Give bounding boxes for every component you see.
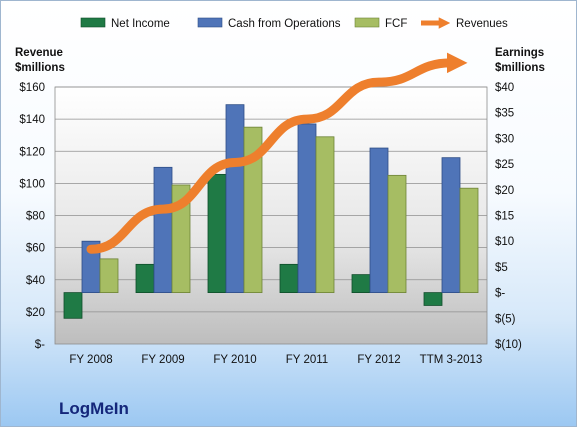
bar-fcf-fy-2012: [388, 175, 406, 292]
right-tick-label: $20: [495, 185, 514, 197]
x-tick-label-fy-2010: FY 2010: [213, 354, 256, 366]
left-tick-label: $160: [19, 82, 45, 94]
legend-swatch-fcf: [355, 18, 379, 27]
legend-label-fcf: FCF: [385, 18, 407, 30]
right-axis-title-line2: $millions: [495, 62, 545, 74]
bar-net-income-fy-2011: [280, 264, 298, 292]
bar-net-income-ttm-3-2013: [424, 293, 442, 306]
bar-cash-from-operations-fy-2011: [298, 124, 316, 293]
x-tick-label-fy-2008: FY 2008: [69, 354, 112, 366]
right-tick-label: $10: [495, 236, 514, 248]
company-name: LogMeIn: [59, 399, 129, 418]
right-tick-label: $(5): [495, 313, 516, 325]
legend-swatch-net-income: [81, 18, 105, 27]
right-axis-ticks: $(10) $(5) $- $5 $10 $15 $20 $25 $30 $35 $40: [495, 82, 522, 351]
left-tick-label: $100: [19, 178, 45, 190]
right-axis-title-line1: Earnings: [495, 47, 544, 59]
legend-label-net-income: Net Income: [111, 18, 170, 30]
bar-net-income-fy-2009: [136, 264, 154, 292]
bar-cash-from-operations-fy-2010: [226, 105, 244, 293]
x-tick-label-fy-2011: FY 2011: [286, 354, 328, 366]
right-tick-label: $30: [495, 133, 514, 145]
left-tick-label: $80: [26, 211, 45, 223]
bar-net-income-fy-2012: [352, 275, 370, 293]
right-tick-label: $25: [495, 159, 514, 171]
bar-cash-from-operations-ttm-3-2013: [442, 158, 460, 293]
right-tick-label: $15: [495, 211, 514, 223]
x-tick-label-fy-2009: FY 2009: [141, 354, 184, 366]
left-tick-label: $140: [19, 114, 45, 126]
left-axis-title-line1: Revenue: [15, 47, 63, 59]
bar-fcf-fy-2011: [316, 137, 334, 293]
x-axis-labels: FY 2008 FY 2009 FY 2010 FY 2011 FY 2012 TTM 3…: [69, 354, 482, 366]
left-axis-ticks: $- $20 $40 $60 $80 $100 $120 $140 $160: [19, 82, 45, 351]
left-tick-label: $40: [26, 275, 45, 287]
legend-label-revenues: Revenues: [456, 18, 508, 30]
bar-fcf-ttm-3-2013: [460, 188, 478, 292]
bar-net-income-fy-2008: [64, 293, 82, 319]
left-tick-label: $60: [26, 243, 45, 255]
legend-swatch-cash-from-operations: [198, 18, 222, 27]
bar-fcf-fy-2008: [100, 259, 118, 293]
bar-cash-from-operations-fy-2009: [154, 167, 172, 292]
right-tick-label: $-: [495, 288, 505, 300]
right-tick-label: $5: [495, 262, 508, 274]
legend: Net Income Cash from Operations FCF Reve…: [81, 18, 508, 30]
left-tick-label: $20: [26, 307, 45, 319]
left-tick-label: $120: [19, 146, 45, 158]
right-tick-label: $(10): [495, 339, 522, 351]
bar-cash-from-operations-fy-2012: [370, 148, 388, 293]
x-tick-label-ttm-3-2013: TTM 3-2013: [420, 354, 483, 366]
x-tick-label-fy-2012: FY 2012: [357, 354, 400, 366]
right-tick-label: $40: [495, 82, 514, 94]
left-axis-title-line2: $millions: [15, 62, 65, 74]
right-tick-label: $35: [495, 108, 514, 120]
left-tick-label: $-: [35, 339, 45, 351]
bar-net-income-fy-2010: [208, 174, 226, 292]
legend-label-cash-from-operations: Cash from Operations: [228, 18, 341, 30]
